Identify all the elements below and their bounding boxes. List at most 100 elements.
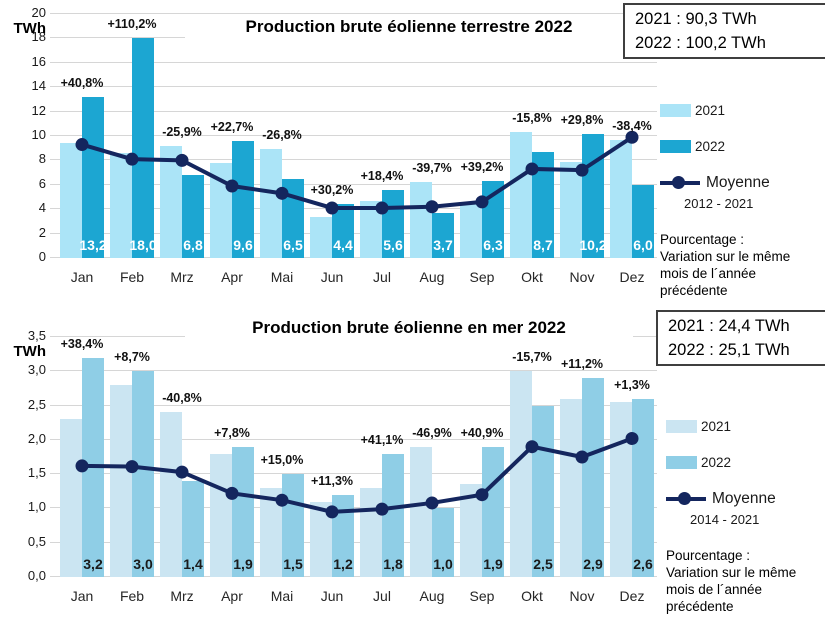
y-tick-label: 14 [31, 78, 46, 94]
pct-change-label: -39,7% [412, 161, 452, 176]
x-tick-label: Mrz [170, 269, 194, 285]
pct-change-label: -15,8% [512, 111, 552, 126]
bar-2021 [610, 139, 632, 258]
average-line-icon [666, 492, 706, 505]
bar-2021 [560, 161, 582, 258]
average-point [525, 440, 539, 454]
pct-change-label: -38,4% [612, 118, 652, 133]
bar-2021 [460, 203, 482, 258]
legend-label-2022: 2022 [701, 455, 732, 470]
legend-entry-2021: 2021 [666, 419, 825, 434]
gridline [50, 159, 657, 161]
y-tick-label: 3,0 [27, 362, 46, 378]
x-tick-label: Mai [270, 588, 294, 604]
y-tick-label: 2,0 [27, 430, 46, 446]
y-tick-label: 2 [38, 224, 46, 240]
legend-label-average: Moyenne [706, 173, 770, 191]
pct-change-label: -40,8% [162, 391, 202, 406]
bar-value-label: 1,9 [233, 556, 253, 572]
bar-2021 [610, 402, 632, 577]
pct-change-label: +7,8% [214, 425, 250, 440]
gridline [50, 61, 657, 63]
average-point [75, 138, 89, 152]
gridline [50, 370, 657, 372]
x-tick-label: Apr [221, 588, 243, 604]
pct-change-label: +18,4% [360, 168, 404, 183]
x-tick-label: Feb [119, 588, 145, 604]
average-point [475, 488, 489, 502]
bar-2021 [510, 132, 532, 258]
bar-value-label: 18,0 [129, 237, 157, 253]
legend-average-range: 2014 - 2021 [690, 512, 760, 527]
x-tick-label: Jun [320, 588, 344, 604]
average-line-icon [660, 176, 700, 189]
x-tick-label: Aug [419, 269, 445, 285]
average-point [425, 496, 439, 510]
pct-change-label: +29,8% [560, 112, 604, 127]
pct-change-label: +11,3% [310, 473, 354, 488]
legend-label-2022: 2022 [695, 139, 726, 154]
x-tick-label: Sep [469, 269, 495, 285]
pct-change-label: +30,2% [310, 183, 354, 198]
pct-change-label: +39,2% [460, 160, 504, 175]
x-axis: Jan Feb Mrz Apr Mai Jun Jul Aug Sep Okt Nov Dez [57, 269, 657, 287]
pct-change-label: -15,7% [512, 350, 552, 365]
gridline [50, 37, 657, 39]
x-tick-label: Jun [320, 269, 344, 285]
x-tick-label: Nov [569, 588, 595, 604]
average-point [575, 450, 589, 464]
annual-total-2021: 2021 : 24,4 TWh [668, 317, 790, 335]
legend-average-range: 2012 - 2021 [684, 196, 754, 211]
bar-2022 [382, 453, 404, 577]
legend-label-average: Moyenne [712, 489, 776, 507]
gridline [50, 232, 657, 234]
pct-change-label: +40,8% [60, 75, 104, 90]
pct-change-label: +8,7% [114, 350, 150, 365]
x-tick-label: Dez [619, 269, 645, 285]
pct-change-label: -46,9% [412, 425, 452, 440]
bar-value-label: 1,4 [183, 556, 203, 572]
average-line-series [75, 431, 639, 519]
legend-entry-2022: 2022 [660, 139, 825, 154]
y-tick-label: 10 [31, 127, 46, 142]
gridline [50, 576, 657, 577]
bar-2022 [532, 405, 554, 577]
gridline [50, 208, 657, 210]
x-tick-label: Sep [469, 588, 495, 604]
bar-2021 [110, 153, 132, 258]
average-point [525, 162, 539, 176]
gridline [50, 183, 657, 185]
bar-2022 [382, 189, 404, 258]
bar-2021 [310, 216, 332, 258]
bar-2021 [410, 182, 432, 258]
bar-value-label: 1,9 [483, 556, 503, 572]
bar-value-label: 4,4 [333, 237, 353, 253]
pct-change-label: +40,9% [460, 425, 504, 440]
gridline [50, 438, 657, 440]
bar-value-label: 10,2 [579, 237, 607, 253]
bar-2021 [210, 162, 232, 258]
average-dot-icon [672, 176, 685, 189]
y-tick-label: 18 [31, 29, 46, 45]
average-point [325, 505, 339, 519]
average-point [175, 153, 189, 167]
x-tick-label: Okt [521, 269, 543, 285]
average-point [625, 431, 639, 445]
legend-entry-2022: 2022 [666, 455, 825, 470]
x-axis: Jan Feb Mrz Apr Mai Jun Jul Aug Sep Okt Nov Dez [57, 588, 657, 606]
bar-2022 [232, 446, 254, 577]
bar-value-label: 9,6 [233, 237, 253, 253]
bar-2022 [632, 184, 654, 258]
x-tick-label: Aug [419, 588, 445, 604]
bar-value-label: 3,2 [83, 556, 103, 572]
legend-offshore: 2021 2022 Moyenne 2014 - 2021 Pourcentag… [666, 419, 825, 615]
average-point [75, 459, 89, 473]
bar-2021 [210, 453, 232, 577]
bar-2021 [160, 145, 182, 258]
bar-value-label: 13,2 [79, 237, 107, 253]
bar-2022 [182, 481, 204, 577]
annual-totals-box-onshore: 2021 : 90,3 TWh 2022 : 100,2 TWh [623, 3, 825, 59]
legend-label-2021: 2021 [695, 103, 726, 118]
y-tick-label: 0,5 [27, 533, 46, 549]
